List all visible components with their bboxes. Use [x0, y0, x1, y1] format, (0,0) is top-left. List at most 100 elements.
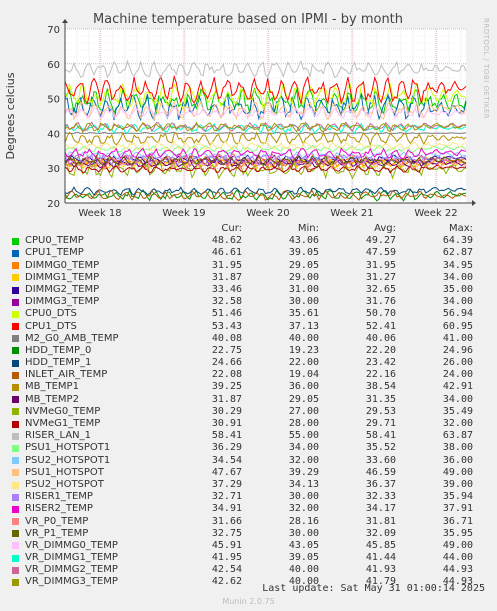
- legend-row: VR_DIMMG1_TEMP 41.95 39.05 41.44 44.00: [12, 552, 488, 564]
- series-lines: [64, 59, 467, 202]
- series-line: [64, 74, 467, 105]
- series-line: [64, 106, 467, 120]
- legend-cur: 53.43: [211, 320, 242, 332]
- legend-name: HDD_TEMP_0: [25, 344, 92, 356]
- legend-avg: 31.81: [365, 515, 396, 527]
- col-avg-header: Avg:: [374, 223, 396, 234]
- legend-min: 29.05: [288, 393, 319, 405]
- legend-swatch: [12, 469, 19, 477]
- legend-avg: 49.27: [365, 235, 396, 247]
- legend-max: 49.00: [442, 539, 473, 551]
- legend-cur: 31.87: [211, 271, 242, 283]
- legend-max: 41.00: [442, 332, 473, 344]
- legend-max: 44.93: [442, 576, 473, 588]
- legend-swatch: [12, 420, 19, 428]
- legend-avg: 45.85: [365, 539, 396, 551]
- legend-avg: 23.42: [365, 357, 396, 369]
- legend-swatch: [12, 481, 19, 489]
- legend-avg: 31.35: [365, 393, 396, 405]
- legend-row: MB_TEMP2 31.87 29.05 31.35 34.00: [12, 394, 488, 406]
- legend-max: 34.00: [442, 271, 473, 283]
- legend-row: RISER2_TEMP 34.91 32.00 34.17 37.91: [12, 503, 488, 515]
- col-max-header: Max:: [448, 223, 473, 234]
- legend-row: DIMMG2_TEMP 33.46 31.00 32.65 35.00: [12, 284, 488, 296]
- legend-min: 19.23: [288, 344, 319, 356]
- series-line: [64, 147, 467, 161]
- last-update: Last update: Sat May 31 01:00:14 2025: [262, 583, 485, 594]
- legend-row: VR_DIMMG3_TEMP 42.62 40.00 41.79 44.93: [12, 576, 488, 588]
- col-cur-header: Cur:: [221, 223, 242, 234]
- legend-cur: 42.62: [211, 576, 242, 588]
- legend-row: PSU2_HOTSPOT 37.29 34.13 36.37 39.00: [12, 479, 488, 491]
- series-line: [64, 121, 467, 133]
- legend-cur: 47.67: [211, 466, 242, 478]
- legend-swatch: [12, 249, 19, 257]
- legend-avg: 38.54: [365, 381, 396, 393]
- legend-avg: 22.16: [365, 369, 396, 381]
- legend-row: VR_DIMMG0_TEMP 45.91 43.05 45.85 49.00: [12, 540, 488, 552]
- legend-avg: 32.09: [365, 527, 396, 539]
- legend-min: 30.00: [288, 527, 319, 539]
- legend-min: 55.00: [288, 430, 319, 442]
- legend-avg: 29.71: [365, 418, 396, 429]
- legend-min: 39.05: [288, 247, 319, 259]
- legend-swatch: [12, 298, 19, 306]
- legend-row: DIMMG0_TEMP 31.95 29.05 31.95 34.95: [12, 260, 488, 272]
- legend-row: VR_P0_TEMP 31.66 28.16 31.81 36.71: [12, 516, 488, 528]
- legend-row: CPU1_TEMP 46.61 39.05 47.59 62.87: [12, 247, 488, 259]
- series-line: [64, 186, 467, 196]
- legend-cur: 31.95: [211, 259, 242, 271]
- y-tick-label: 40: [47, 129, 60, 140]
- legend-row: HDD_TEMP_1 24.66 22.00 23.42 26.00: [12, 357, 488, 369]
- y-tick-label: 70: [47, 25, 60, 36]
- legend-swatch: [12, 274, 19, 282]
- legend-cur: 32.71: [211, 491, 242, 503]
- legend-min: 27.00: [288, 405, 319, 417]
- legend-name: VR_DIMMG2_TEMP: [25, 564, 118, 576]
- legend-max: 56.94: [442, 308, 473, 320]
- legend-avg: 46.59: [365, 466, 396, 478]
- legend-cur: 22.08: [211, 369, 242, 381]
- series-line: [64, 121, 467, 133]
- legend-name: VR_DIMMG3_TEMP: [25, 576, 118, 588]
- y-tick-labels: 20 30 40 50 60 70: [47, 25, 60, 210]
- axes: [62, 19, 476, 206]
- legend-max: 32.00: [442, 418, 473, 429]
- legend-max: 60.95: [442, 320, 473, 332]
- series-line: [64, 81, 467, 111]
- series-line: [64, 130, 467, 147]
- legend-header: Cur: Min: Avg: Max:: [12, 223, 488, 235]
- legend-min: 32.00: [288, 503, 319, 515]
- col-min-header: Min:: [297, 223, 319, 234]
- x-tick-label: Week 18: [78, 208, 121, 219]
- legend-max: 36.71: [442, 515, 473, 527]
- legend-swatch: [12, 408, 19, 416]
- legend-row: HDD_TEMP_0 22.75 19.23 22.20 24.96: [12, 345, 488, 357]
- legend-cur: 30.91: [211, 418, 242, 429]
- series-line: [64, 59, 467, 79]
- temperature-chart: Machine temperature based on IPMI - by m…: [4, 12, 490, 219]
- legend-cur: 31.66: [211, 515, 242, 527]
- legend-swatch: [12, 457, 19, 465]
- legend-min: 43.06: [288, 235, 319, 247]
- legend-min: 22.00: [288, 357, 319, 369]
- legend-max: 24.96: [442, 344, 473, 356]
- legend-avg: 33.60: [365, 454, 396, 466]
- legend-min: 34.13: [288, 478, 319, 490]
- x-tick-label: Week 21: [330, 208, 373, 219]
- legend-max: 49.00: [442, 466, 473, 478]
- legend-cur: 48.62: [211, 235, 242, 247]
- legend-row: CPU0_TEMP 48.62 43.06 49.27 64.39: [12, 235, 488, 247]
- legend-name: DIMMG2_TEMP: [25, 283, 100, 295]
- legend-avg: 58.41: [365, 430, 396, 442]
- legend-swatch: [12, 286, 19, 294]
- legend-max: 37.91: [442, 503, 473, 515]
- legend-min: 29.00: [288, 271, 319, 283]
- legend-swatch: [12, 396, 19, 404]
- series-line: [64, 164, 466, 174]
- legend-cur: 24.66: [211, 357, 242, 369]
- legend-name: VR_P0_TEMP: [25, 515, 89, 527]
- legend-swatch: [12, 579, 19, 587]
- legend-min: 28.00: [288, 418, 319, 429]
- legend-avg: 31.27: [365, 271, 396, 283]
